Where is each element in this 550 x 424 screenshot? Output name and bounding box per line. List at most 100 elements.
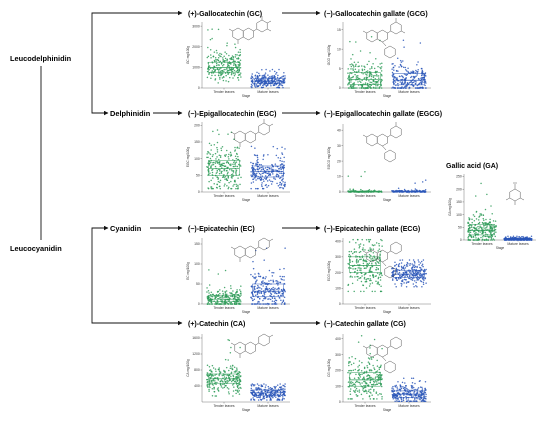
data-point xyxy=(219,296,221,299)
data-point xyxy=(235,185,238,188)
data-point xyxy=(350,267,352,269)
data-point xyxy=(347,76,350,79)
data-point xyxy=(216,171,218,173)
data-point xyxy=(227,187,229,190)
data-point xyxy=(418,264,420,266)
x-tick-label: Mature leaves xyxy=(507,242,529,246)
data-point xyxy=(347,72,349,74)
data-point xyxy=(240,176,242,179)
data-point xyxy=(371,386,373,388)
data-point xyxy=(236,153,238,156)
data-point xyxy=(358,65,360,67)
data-point xyxy=(239,165,242,167)
data-point xyxy=(412,81,415,83)
data-point xyxy=(372,79,375,82)
data-point xyxy=(207,156,209,159)
data-point xyxy=(380,285,382,288)
data-point xyxy=(374,244,376,246)
data-point xyxy=(230,154,233,157)
data-point xyxy=(402,266,405,268)
data-point xyxy=(409,277,411,280)
data-point xyxy=(419,398,421,401)
data-point xyxy=(356,273,358,275)
data-point xyxy=(280,288,283,291)
x-tick-label: Tender leaves xyxy=(354,90,375,94)
data-point xyxy=(424,74,426,77)
data-point xyxy=(353,251,355,254)
data-point xyxy=(257,161,259,164)
data-point xyxy=(420,280,423,283)
data-point xyxy=(270,279,272,282)
y-tick-label: 2000 xyxy=(192,45,200,49)
data-point xyxy=(469,231,472,234)
data-point xyxy=(252,299,254,301)
data-point xyxy=(263,297,265,300)
data-point xyxy=(232,173,234,175)
arrow-leucodelphinidin-to-gc xyxy=(91,10,183,58)
y-axis-label: EGC mg/100g xyxy=(186,147,190,167)
data-point xyxy=(495,224,497,227)
data-point xyxy=(486,193,488,196)
data-point xyxy=(376,370,379,372)
data-point xyxy=(348,250,351,253)
data-point xyxy=(230,180,232,183)
data-point xyxy=(483,225,485,227)
data-point xyxy=(368,79,370,82)
data-point xyxy=(280,168,282,171)
data-point xyxy=(381,62,383,64)
data-point xyxy=(230,295,232,298)
data-point xyxy=(250,387,253,390)
data-point xyxy=(256,75,259,77)
data-point xyxy=(209,38,212,41)
data-point xyxy=(376,70,378,73)
data-point xyxy=(403,264,406,267)
data-point xyxy=(271,68,274,71)
data-point xyxy=(278,386,281,389)
data-point xyxy=(262,86,265,89)
data-point xyxy=(255,179,257,181)
data-point xyxy=(395,400,398,402)
data-point xyxy=(279,172,281,175)
data-point xyxy=(400,386,402,388)
data-point xyxy=(349,369,351,372)
data-point xyxy=(229,151,232,154)
data-point xyxy=(374,384,377,386)
data-point xyxy=(266,172,268,175)
data-point xyxy=(262,285,264,287)
data-point xyxy=(235,293,237,295)
data-point xyxy=(358,391,361,393)
data-point xyxy=(213,161,215,164)
data-point xyxy=(474,239,476,241)
data-point xyxy=(482,235,484,238)
data-point xyxy=(253,399,256,401)
data-point xyxy=(284,394,286,397)
data-point xyxy=(393,69,395,71)
data-point xyxy=(400,65,403,68)
data-point xyxy=(215,49,218,52)
data-point xyxy=(371,262,373,265)
data-point xyxy=(362,258,365,261)
data-point xyxy=(489,236,492,238)
data-point xyxy=(256,166,259,168)
data-point xyxy=(353,377,356,380)
data-point xyxy=(239,346,241,349)
data-point xyxy=(225,161,228,164)
x-axis-label: Stage xyxy=(242,310,251,314)
data-point xyxy=(210,179,212,182)
data-point xyxy=(263,281,266,284)
data-point xyxy=(417,61,419,63)
y-tick-label: 100 xyxy=(335,286,341,290)
data-point xyxy=(253,85,256,87)
ga-title: Gallic acid (GA) xyxy=(446,163,498,170)
data-point xyxy=(225,68,227,71)
data-point xyxy=(492,220,495,222)
data-point xyxy=(348,241,351,243)
data-point xyxy=(363,380,365,383)
data-point xyxy=(375,85,377,87)
data-point xyxy=(280,184,283,186)
data-point xyxy=(357,238,359,241)
data-point xyxy=(406,400,408,402)
data-point xyxy=(368,395,371,397)
